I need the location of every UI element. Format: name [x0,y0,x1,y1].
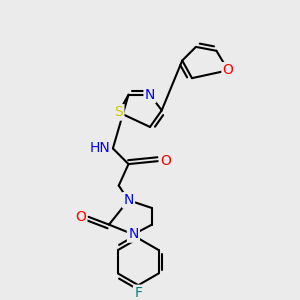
Text: F: F [134,286,142,300]
Text: HN: HN [89,142,110,155]
Text: O: O [75,210,86,224]
Text: O: O [160,154,171,168]
Text: O: O [223,63,234,77]
Text: N: N [128,227,139,242]
Text: S: S [114,105,123,119]
Text: N: N [123,193,134,207]
Text: N: N [145,88,155,102]
